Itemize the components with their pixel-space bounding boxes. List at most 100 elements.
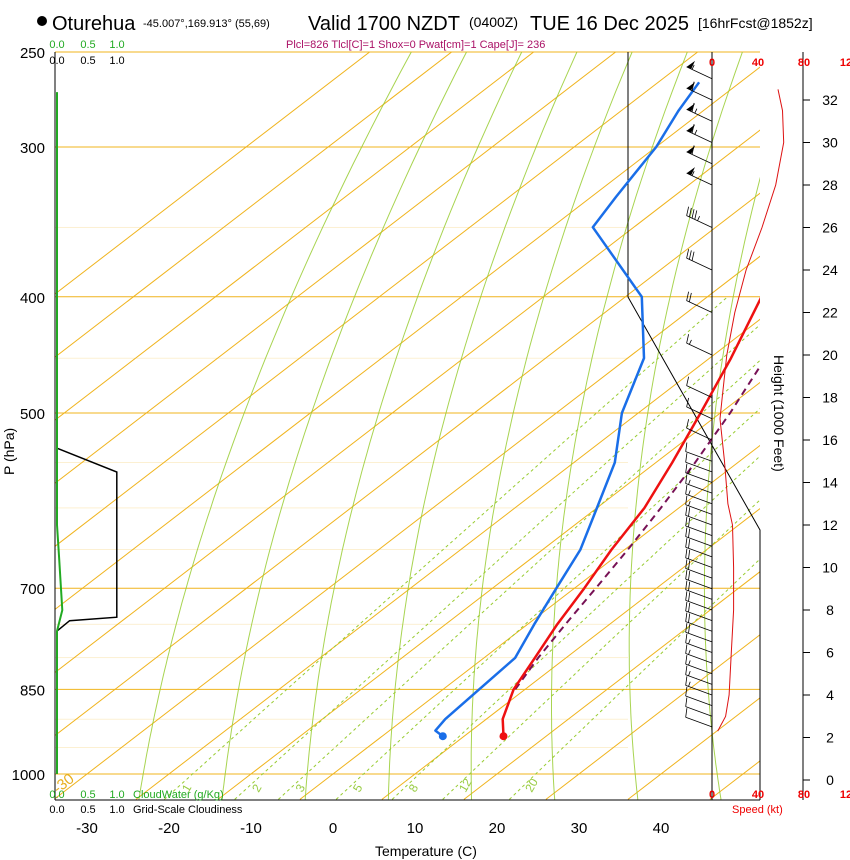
wind-barb-pennant	[686, 167, 695, 176]
mixing-ratio-label-20: 20	[522, 776, 541, 795]
wind-barb-feather	[685, 527, 688, 537]
wind-barb	[685, 463, 713, 483]
pressure-axis: 250 300 400 500 700 850 1000	[12, 45, 45, 784]
wind-barb-feather	[685, 453, 688, 463]
speed-tick-label-top: 80	[798, 57, 810, 69]
wind-barb-half-feather	[688, 500, 691, 506]
wind-barb-half-feather	[691, 64, 695, 70]
temperature-tick-label: 10	[407, 820, 424, 837]
wind-barb-feather	[685, 548, 688, 558]
wind-barb	[685, 538, 713, 558]
wind-barb-half-feather	[688, 670, 691, 676]
utc-time: (0400Z)	[469, 14, 518, 30]
temperature-tick-label: -30	[76, 820, 98, 837]
wind-barb-feather	[685, 686, 688, 697]
wind-barb-feather	[688, 539, 691, 549]
wind-barb	[685, 559, 713, 579]
wind-barb	[686, 206, 713, 228]
sounding-profiles	[434, 81, 760, 741]
isotherm--60	[55, 66, 760, 611]
speed-tick-label-top: 40	[752, 57, 764, 69]
wind-barb-staff	[686, 151, 713, 165]
mixing-ratio-label-8: 8	[406, 781, 422, 794]
wind-barb	[686, 249, 713, 271]
cloudiness-tick-bottom: 1.0	[109, 804, 124, 816]
wind-barb-feather	[685, 623, 688, 633]
wind-barb-half-feather	[688, 479, 691, 485]
cloudwater-tick-bottom: 0.0	[49, 789, 64, 801]
wind-barb-staff	[686, 406, 713, 420]
wind-barb-feather	[686, 334, 690, 344]
wind-barb-half-feather	[688, 490, 691, 496]
height-tick-label: 6	[826, 645, 834, 661]
wind-barb-pennant	[686, 60, 695, 69]
wind-barb-feather	[685, 612, 688, 622]
wind-barb	[685, 623, 713, 643]
pressure-tick-label: 1000	[12, 767, 45, 784]
wind-speed-line	[717, 89, 785, 732]
wind-barb-half-feather	[688, 469, 691, 475]
wind-barb	[686, 102, 713, 122]
wind-barb-feather	[685, 506, 688, 516]
wind-barb-staff	[685, 461, 713, 473]
dry-adiabat-300	[551, 52, 688, 800]
wind-barb-staff	[685, 504, 713, 515]
wind-barb-feather	[688, 560, 691, 570]
wind-barb-feather	[685, 708, 688, 718]
forecast-run: [16hrFcst@1852z]	[698, 15, 813, 31]
wind-barb-feather	[685, 665, 688, 675]
wind-barb	[685, 527, 713, 547]
mixing-ratio-line-2	[234, 324, 760, 800]
wind-barb-feather	[691, 81, 695, 91]
wind-barb-staff	[686, 385, 713, 398]
cloudwater-line	[56, 92, 64, 774]
dewpoint-line	[434, 81, 701, 738]
wind-barb	[685, 708, 713, 728]
wind-barb-pennant	[686, 124, 695, 133]
isotherm-20	[463, 571, 760, 800]
cloudwater-tick-top: 1.0	[109, 39, 124, 51]
y2-axis-label: Height (1000 Feet)	[771, 355, 787, 472]
surface-temperature-dot	[499, 732, 508, 741]
wind-barb	[686, 60, 713, 80]
speed-tick-label-bottom: 12	[840, 789, 850, 801]
wind-barb-staff	[685, 451, 713, 462]
wind-barb-half-feather	[688, 639, 691, 645]
cloudiness-tick-top: 1.0	[109, 55, 124, 67]
speed-tick-label-bottom: 0	[709, 789, 715, 801]
station-name: Oturehua	[52, 13, 136, 35]
height-tick-label: 28	[822, 177, 838, 193]
pressure-tick-label: 400	[20, 290, 45, 307]
cloud-profiles	[56, 92, 118, 774]
wind-barb	[686, 376, 713, 398]
wind-barb-feather	[685, 697, 688, 707]
pressure-tick-label: 850	[20, 682, 45, 699]
height-tick-label: 12	[822, 517, 838, 533]
wind-barb-staff	[686, 66, 713, 80]
wind-barb-feather	[694, 210, 698, 220]
wind-barb-staff	[685, 483, 713, 494]
isotherm--80	[55, 52, 617, 484]
wind-barb-feather	[688, 581, 691, 591]
pressure-tick-label: 700	[20, 581, 45, 598]
wind-barb-staff	[686, 300, 713, 313]
dry-adiabat-250	[138, 52, 412, 800]
wind-barb-staff	[685, 525, 713, 537]
height-tick-label: 16	[822, 432, 838, 448]
height-tick-label: 10	[822, 560, 838, 576]
wind-barb	[686, 334, 713, 356]
wind-barb-staff	[686, 109, 713, 122]
height-tick-label: 20	[822, 347, 838, 363]
wind-barb-staff	[686, 427, 713, 441]
cloudwater-tick-top: 0.0	[49, 39, 64, 51]
isotherm-lines	[55, 52, 760, 800]
height-tick-label: 30	[822, 135, 838, 151]
wind-barb-staff	[685, 653, 713, 664]
cloudiness-tick-top: 0.5	[80, 55, 95, 67]
station-dot	[37, 16, 47, 26]
dry-adiabat-330	[777, 9, 850, 800]
wind-barb-staff	[686, 342, 713, 356]
wind-barb-pennant	[686, 145, 695, 154]
mixing-ratio-labels: 1 2 3 5 8 12 20	[179, 776, 541, 795]
